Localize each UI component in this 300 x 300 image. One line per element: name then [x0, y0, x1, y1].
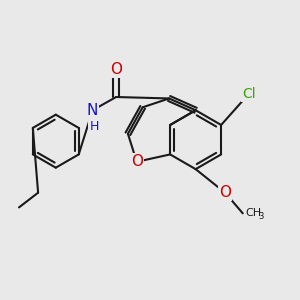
- Text: 3: 3: [258, 212, 263, 221]
- Text: O: O: [131, 154, 143, 169]
- Text: Cl: Cl: [242, 87, 256, 101]
- Text: CH: CH: [246, 208, 262, 218]
- Text: O: O: [219, 185, 231, 200]
- Text: N: N: [87, 103, 98, 118]
- Text: H: H: [89, 120, 99, 133]
- Text: O: O: [110, 61, 122, 76]
